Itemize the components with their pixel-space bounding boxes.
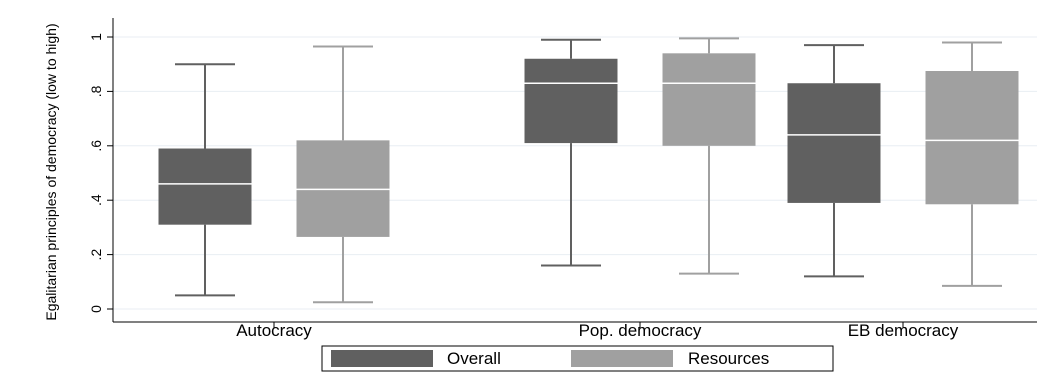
box-pop-democracy-resources (662, 37, 756, 275)
box-pop-democracy-overall (524, 38, 618, 267)
y-axis-label: Egalitarian principles of democracy (low… (43, 23, 59, 320)
box-autocracy-resources (296, 45, 390, 304)
iqr-box (925, 71, 1019, 205)
y-axis: 0 .2 .4 .6 .8 1 (88, 18, 114, 322)
y-tick-label: 0 (88, 305, 104, 313)
y-tick-label: .8 (88, 85, 104, 97)
x-tick-label: Pop. democracy (579, 321, 702, 340)
legend-label-overall: Overall (447, 349, 501, 368)
y-tick-label: .2 (88, 249, 104, 261)
legend-label-resources: Resources (688, 349, 769, 368)
legend-swatch-overall (331, 350, 433, 367)
legend-swatch-resources (571, 350, 673, 367)
x-tick-label: EB democracy (848, 321, 959, 340)
y-tick-label: .4 (88, 194, 104, 206)
iqr-box (158, 148, 252, 225)
gridlines (113, 36, 1037, 310)
iqr-box (662, 53, 756, 146)
box-eb-democracy-resources (925, 41, 1019, 287)
box-groups (158, 37, 1019, 304)
x-axis: Autocracy Pop. democracy EB democracy (113, 321, 1037, 340)
y-tick-label: 1 (88, 33, 104, 41)
x-tick-label: Autocracy (236, 321, 312, 340)
box-eb-democracy-overall (787, 44, 881, 278)
iqr-box (787, 83, 881, 203)
box-autocracy-overall (158, 63, 252, 297)
iqr-box (524, 58, 618, 144)
legend: Overall Resources (321, 345, 834, 372)
y-tick-label: .6 (88, 140, 104, 152)
